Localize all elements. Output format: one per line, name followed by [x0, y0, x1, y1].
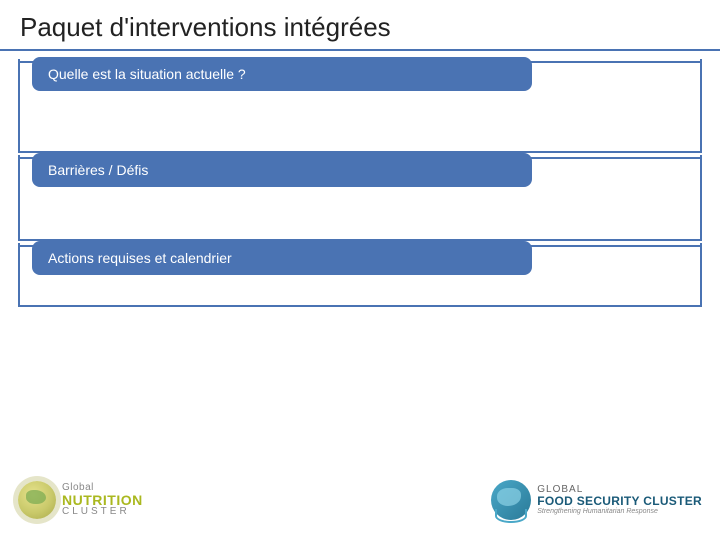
logo-main-text: NUTRITION: [62, 493, 143, 507]
section-label: Quelle est la situation actuelle ?: [48, 66, 246, 82]
section-3: Actions requises et calendrier: [18, 245, 702, 307]
section-label: Actions requises et calendrier: [48, 250, 232, 266]
globe-icon: [491, 480, 531, 520]
logo-text: GLOBAL FOOD SECURITY CLUSTER Strengtheni…: [537, 485, 702, 515]
section-pill: Quelle est la situation actuelle ?: [32, 57, 532, 91]
logo-nutrition-cluster: Global NUTRITION CLUSTER: [18, 481, 143, 519]
logo-sub-text: Strengthening Humanitarian Response: [537, 508, 702, 515]
section-label: Barrières / Défis: [48, 162, 148, 178]
section-box: Actions requises et calendrier: [18, 243, 702, 307]
section-body: [20, 93, 700, 151]
logo-main-text: FOOD SECURITY CLUSTER: [537, 495, 702, 508]
section-body: [20, 277, 700, 305]
section-box: Quelle est la situation actuelle ?: [18, 59, 702, 153]
logo-sub-text: CLUSTER: [62, 507, 143, 517]
slide: Paquet d'interventions intégrées Quelle …: [0, 0, 720, 540]
footer: Global NUTRITION CLUSTER GLOBAL FOOD SEC…: [18, 470, 702, 530]
sections-container: Quelle est la situation actuelle ? Barri…: [18, 61, 702, 307]
section-box: Barrières / Défis: [18, 155, 702, 241]
section-body: [20, 189, 700, 239]
section-2: Barrières / Défis: [18, 157, 702, 241]
section-pill: Barrières / Défis: [32, 153, 532, 187]
logo-text: Global NUTRITION CLUSTER: [62, 483, 143, 517]
globe-icon: [18, 481, 56, 519]
logo-food-security-cluster: GLOBAL FOOD SECURITY CLUSTER Strengtheni…: [491, 480, 702, 520]
section-1: Quelle est la situation actuelle ?: [18, 61, 702, 153]
title-underline: [0, 49, 720, 51]
section-pill: Actions requises et calendrier: [32, 241, 532, 275]
page-title: Paquet d'interventions intégrées: [20, 12, 702, 43]
